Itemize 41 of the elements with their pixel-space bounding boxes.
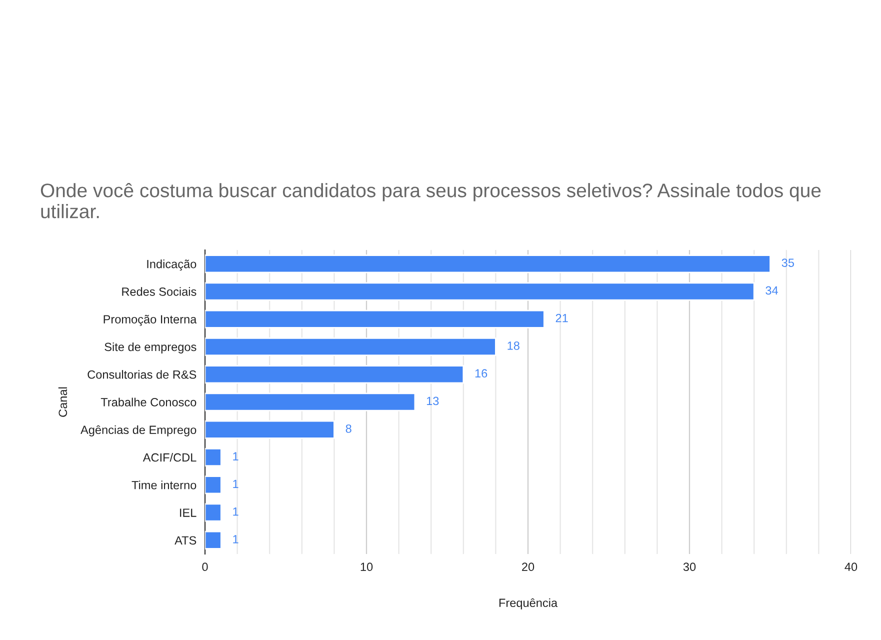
data-label: 13 [426,396,439,406]
bar [205,337,496,356]
x-tick-label: 40 [844,562,858,572]
bar [205,310,545,328]
data-label: 1 [233,507,238,516]
data-label: 1 [233,452,238,460]
y-tick-label: Agências de Emprego [80,425,196,436]
bar [205,476,222,494]
bar [205,420,335,439]
bar [205,254,771,274]
bar [205,282,755,301]
x-tick-label: 20 [522,562,534,572]
x-tick-label: 10 [360,562,373,572]
x-axis-title: Frequência [499,598,558,610]
data-label: 8 [346,424,352,433]
data-label: 21 [556,314,568,322]
data-label: 1 [233,480,238,488]
y-tick-label: Time interno [132,480,196,490]
y-tick-label: Indicação [147,260,196,271]
data-label: 1 [233,535,238,544]
data-label: 34 [766,286,778,295]
y-tick-label: ATS [174,536,196,545]
x-tick-label: 30 [683,562,696,572]
bar [205,530,222,550]
data-label: 35 [782,258,794,267]
y-tick-label: Redes Sociais [122,287,196,296]
y-tick-label: Consultorias de R&S [88,370,196,379]
y-tick-label: IEL [180,508,196,517]
y-tick-label: Site de empregos [104,342,196,354]
y-tick-label: ACIF/CDL [142,452,196,462]
data-label: 18 [508,342,520,350]
bar [205,503,222,522]
data-label: 16 [475,369,488,378]
y-tick-label: Promoção Interna [104,314,197,326]
bar [205,365,464,384]
y-axis-title: Canal [58,387,68,417]
chart-title: Onde você costuma buscar candidatos para seus processos seletivos? Assinale todos que utilizar. [40,183,821,218]
y-tick-label: Trabalhe Conosco [100,398,196,406]
bar [205,392,416,412]
x-tick-label: 0 [202,562,208,572]
bar [205,448,222,467]
